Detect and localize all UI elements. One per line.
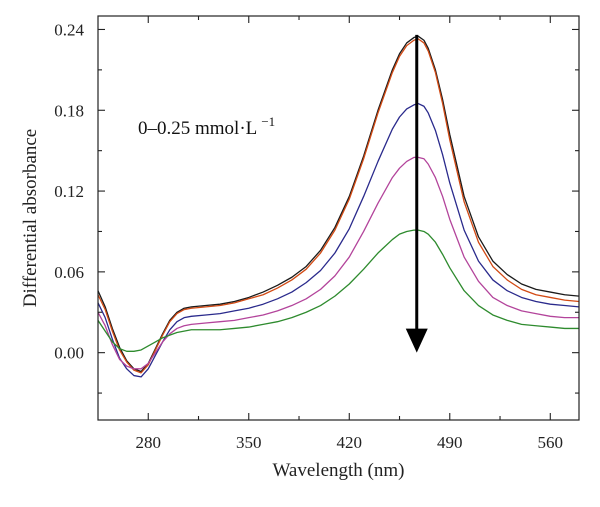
series-line-4 <box>97 156 579 370</box>
series-line-2 <box>97 38 580 374</box>
series-layer <box>97 35 580 378</box>
x-tick-label: 420 <box>337 433 363 452</box>
arrow-head-icon <box>405 328 428 353</box>
concentration-label: 0–0.25 mmol·L −1 <box>138 114 275 139</box>
x-axis-label: Wavelength (nm) <box>273 460 405 481</box>
y-axis-label: Differential absorbance <box>20 129 41 307</box>
y-tick-label: 0.06 <box>54 263 84 282</box>
x-tick-label: 490 <box>437 433 463 452</box>
y-tick-label: 0.24 <box>54 20 84 39</box>
x-tick-label: 560 <box>538 433 564 452</box>
concentration-label-main: 0–0.25 mmol·L <box>138 118 257 139</box>
plot-frame <box>97 15 580 421</box>
x-tick-label: 350 <box>236 433 262 452</box>
annotation-layer: 0–0.25 mmol·L −1 <box>138 34 428 353</box>
x-tick-label: 280 <box>136 433 162 452</box>
ticks-layer: 280 350 420 490 560 0.00 0.06 0.12 0.18 0.24 <box>54 16 579 452</box>
series-line-3 <box>97 102 580 378</box>
y-tick-label: 0.18 <box>54 101 84 120</box>
y-tick-label: 0.12 <box>54 182 84 201</box>
series-line-5 <box>97 229 579 352</box>
y-tick-label: 0.00 <box>54 344 84 363</box>
concentration-label-exponent: −1 <box>261 114 275 129</box>
